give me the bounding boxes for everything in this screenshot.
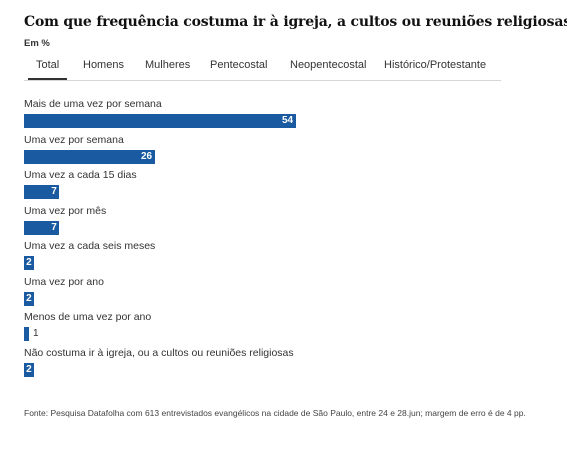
value-label: 7 xyxy=(51,186,57,197)
tab-pentecostal[interactable]: Pentecostal xyxy=(210,59,268,71)
bar xyxy=(24,114,296,128)
tab-homens[interactable]: Homens xyxy=(83,59,124,71)
category-label: Uma vez a cada 15 dias xyxy=(24,169,137,181)
value-label: 2 xyxy=(26,363,32,375)
value-label: 26 xyxy=(140,150,153,162)
value-label: 1 xyxy=(33,328,39,339)
bar xyxy=(24,291,35,306)
category-label: Uma vez por semana xyxy=(24,133,124,146)
value-label: 2 xyxy=(26,257,32,268)
bar xyxy=(24,362,35,377)
chart-row: Uma vez por ano 2 xyxy=(24,276,544,312)
category-label: Uma vez por mês xyxy=(24,204,107,217)
value-label: 7 xyxy=(51,221,57,233)
bar xyxy=(24,149,155,164)
chart-title: Com que frequência costuma ir à igreja, … xyxy=(24,14,567,30)
bar xyxy=(24,327,30,341)
category-label: Não costuma ir à igreja, ou a cultos ou … xyxy=(24,346,294,359)
chart-row: Menos de uma vez por ano 1 xyxy=(24,311,544,347)
bar xyxy=(24,185,60,199)
tab-bar: Total Homens Mulheres Pentecostal Neopen… xyxy=(24,54,501,81)
bar xyxy=(24,256,35,270)
category-label: Menos de uma vez por ano xyxy=(24,311,152,323)
value-label: 2 xyxy=(26,292,32,304)
tab-historico-protestante[interactable]: Histórico/Protestante xyxy=(384,59,487,71)
tab-total[interactable]: Total xyxy=(27,59,68,80)
chart-row: Uma vez por mês 7 xyxy=(24,205,544,241)
chart-row: Uma vez a cada 15 dias 7 xyxy=(24,169,544,205)
category-label: Uma vez por ano xyxy=(24,275,104,288)
chart-subtitle: Em % xyxy=(24,38,50,49)
chart-row: Uma vez por semana 26 xyxy=(24,134,544,170)
category-label: Uma vez a cada seis meses xyxy=(24,240,156,252)
bar xyxy=(24,220,60,235)
chart-row: Uma vez a cada seis meses 2 xyxy=(24,240,544,276)
chart-row: Mais de uma vez por semana 54 xyxy=(24,98,544,134)
category-label: Mais de uma vez por semana xyxy=(24,98,162,110)
value-label: 54 xyxy=(282,115,294,126)
tab-mulheres[interactable]: Mulheres xyxy=(145,59,191,71)
chart-row: Não costuma ir à igreja, ou a cultos ou … xyxy=(24,347,544,383)
tab-neopentecostal[interactable]: Neopentecostal xyxy=(290,59,367,71)
source-note: Fonte: Pesquisa Datafolha com 613 entrev… xyxy=(24,408,526,418)
